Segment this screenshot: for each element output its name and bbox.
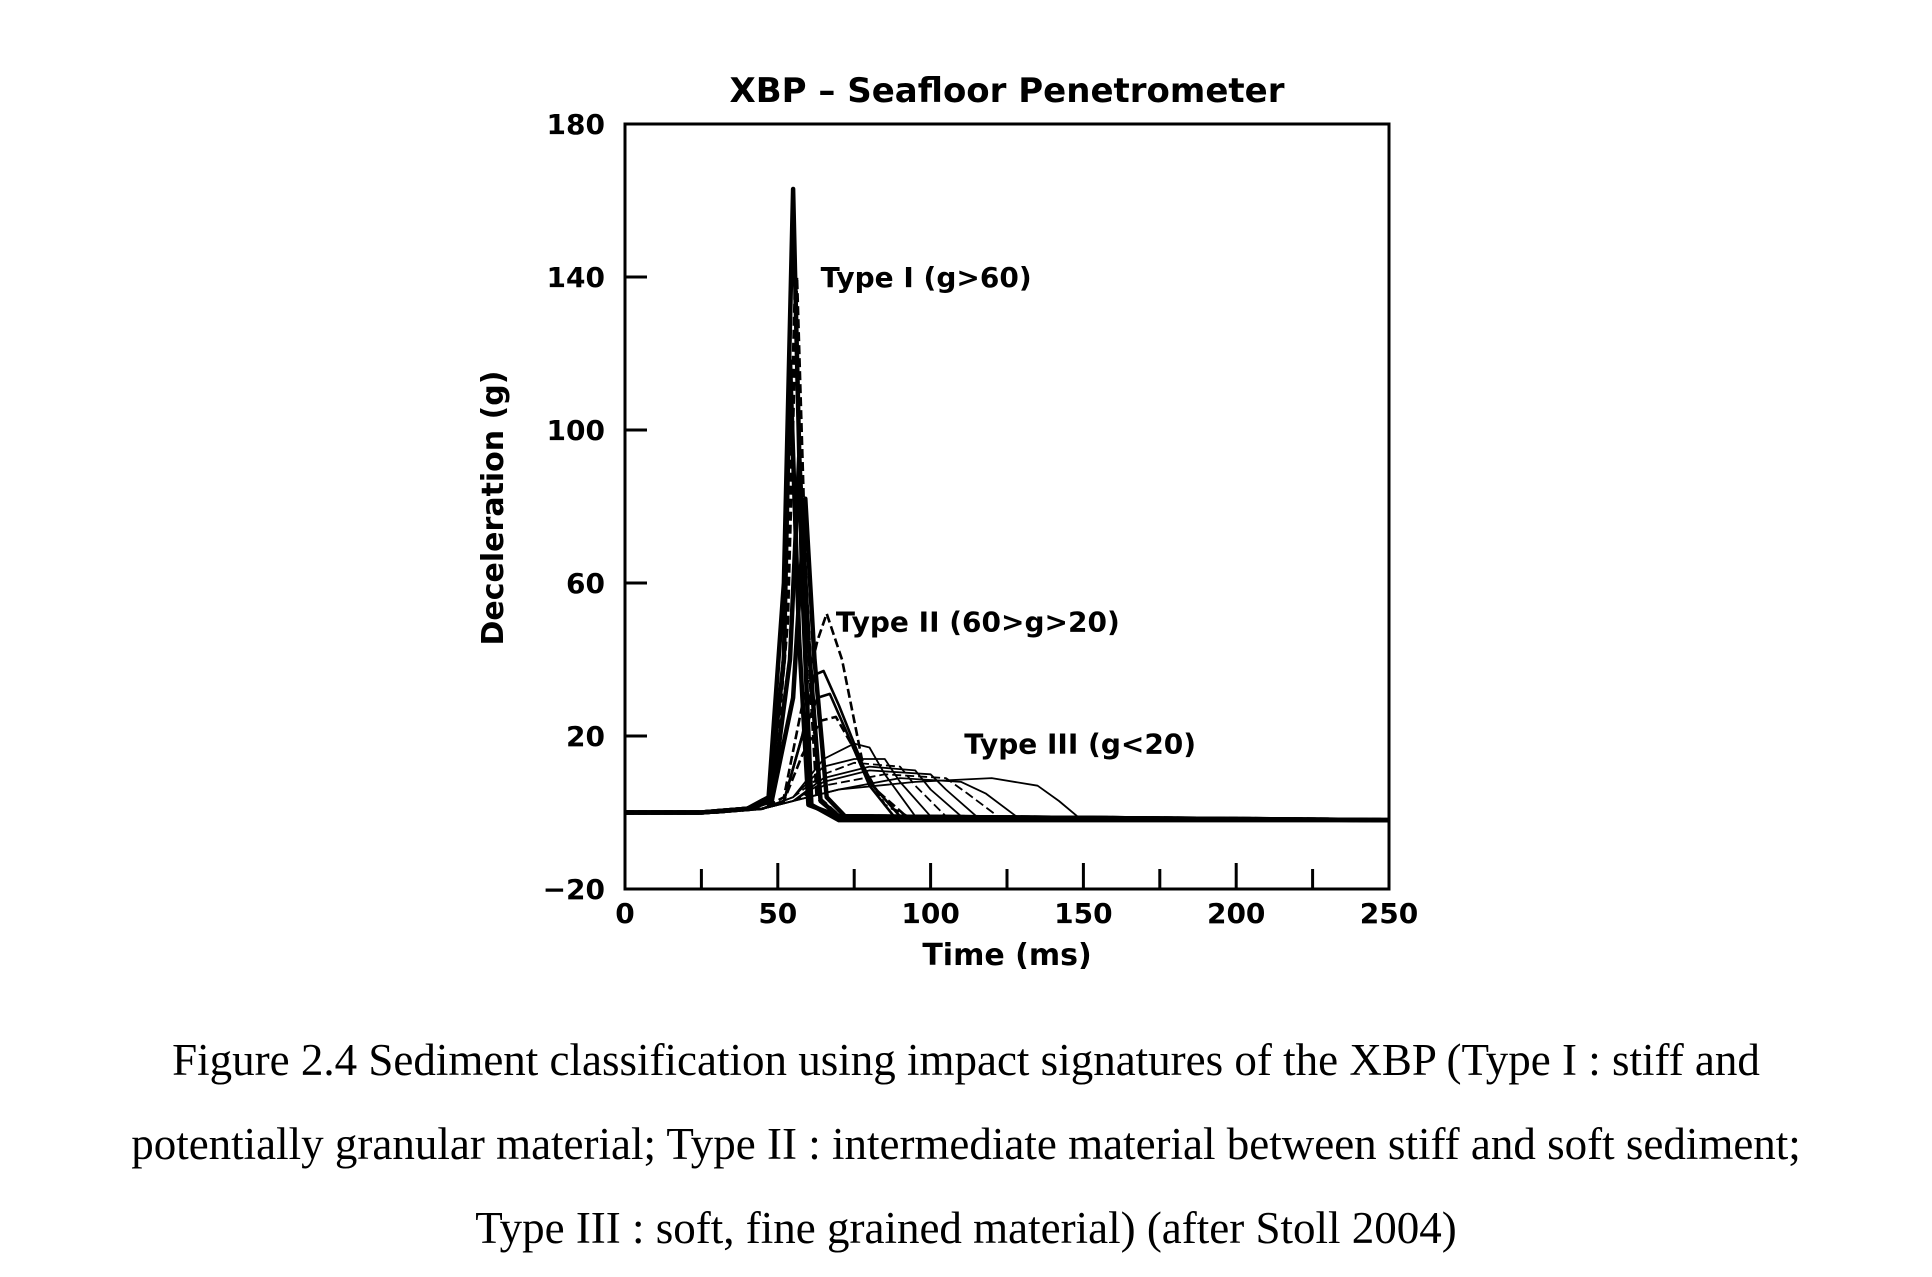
series-line-type-iii bbox=[625, 777, 1390, 821]
caption-line: Type III : soft, fine grained material) … bbox=[475, 1203, 1457, 1253]
series-layer bbox=[625, 186, 1390, 823]
y-axis-label: Deceleration (g) bbox=[476, 371, 511, 646]
caption-line: Figure 2.4 Sediment classification using… bbox=[172, 1035, 1760, 1085]
annotation-label: Type I (g>60) bbox=[821, 261, 1032, 294]
x-tick-label: 150 bbox=[1054, 897, 1112, 930]
y-tick-label: −20 bbox=[543, 873, 605, 906]
x-tick-label: 250 bbox=[1360, 897, 1418, 930]
chart-svg: XBP – Seafloor Penetrometer 0 50 100 150 200… bbox=[476, 71, 1419, 973]
chart-figure: XBP – Seafloor Penetrometer 0 50 100 150 200… bbox=[476, 71, 1419, 973]
caption-line: potentially granular material; Type II :… bbox=[131, 1119, 1801, 1169]
series-line-type-i bbox=[625, 496, 1390, 823]
series-line-type-iii bbox=[625, 765, 1390, 821]
annotation-layer: Type I (g>60) Type II (60>g>20) Type III (… bbox=[821, 261, 1197, 761]
series-line-type-iii bbox=[625, 761, 1390, 821]
y-tick-label: 60 bbox=[566, 567, 605, 600]
plot-frame bbox=[623, 122, 1391, 891]
x-tick-label: 50 bbox=[758, 897, 797, 930]
figure-caption: Figure 2.4 Sediment classification using… bbox=[40, 1018, 1892, 1270]
chart-title: XBP – Seafloor Penetrometer bbox=[730, 71, 1285, 111]
y-tick-label: 100 bbox=[547, 414, 605, 447]
x-tick-label: 200 bbox=[1207, 897, 1265, 930]
x-axis-label: Time (ms) bbox=[922, 938, 1091, 973]
y-tick-label: 20 bbox=[566, 720, 605, 753]
series-line-type-i bbox=[625, 454, 1390, 823]
annotation-label: Type III (g<20) bbox=[964, 728, 1196, 761]
annotation-label: Type II (60>g>20) bbox=[836, 605, 1120, 638]
series-line-type-iii bbox=[625, 777, 1390, 821]
series-line-type-iii bbox=[625, 773, 1390, 821]
axis-ticks: 0 50 100 150 200 250 −20 20 60 100 140 180 bbox=[543, 108, 1419, 930]
series-line-type-iii bbox=[625, 769, 1390, 821]
y-tick-label: 140 bbox=[547, 261, 605, 294]
y-tick-label: 180 bbox=[547, 108, 605, 141]
x-tick-label: 100 bbox=[901, 897, 959, 930]
series-line-type-ii bbox=[625, 612, 1389, 822]
x-tick-label: 0 bbox=[615, 897, 634, 930]
